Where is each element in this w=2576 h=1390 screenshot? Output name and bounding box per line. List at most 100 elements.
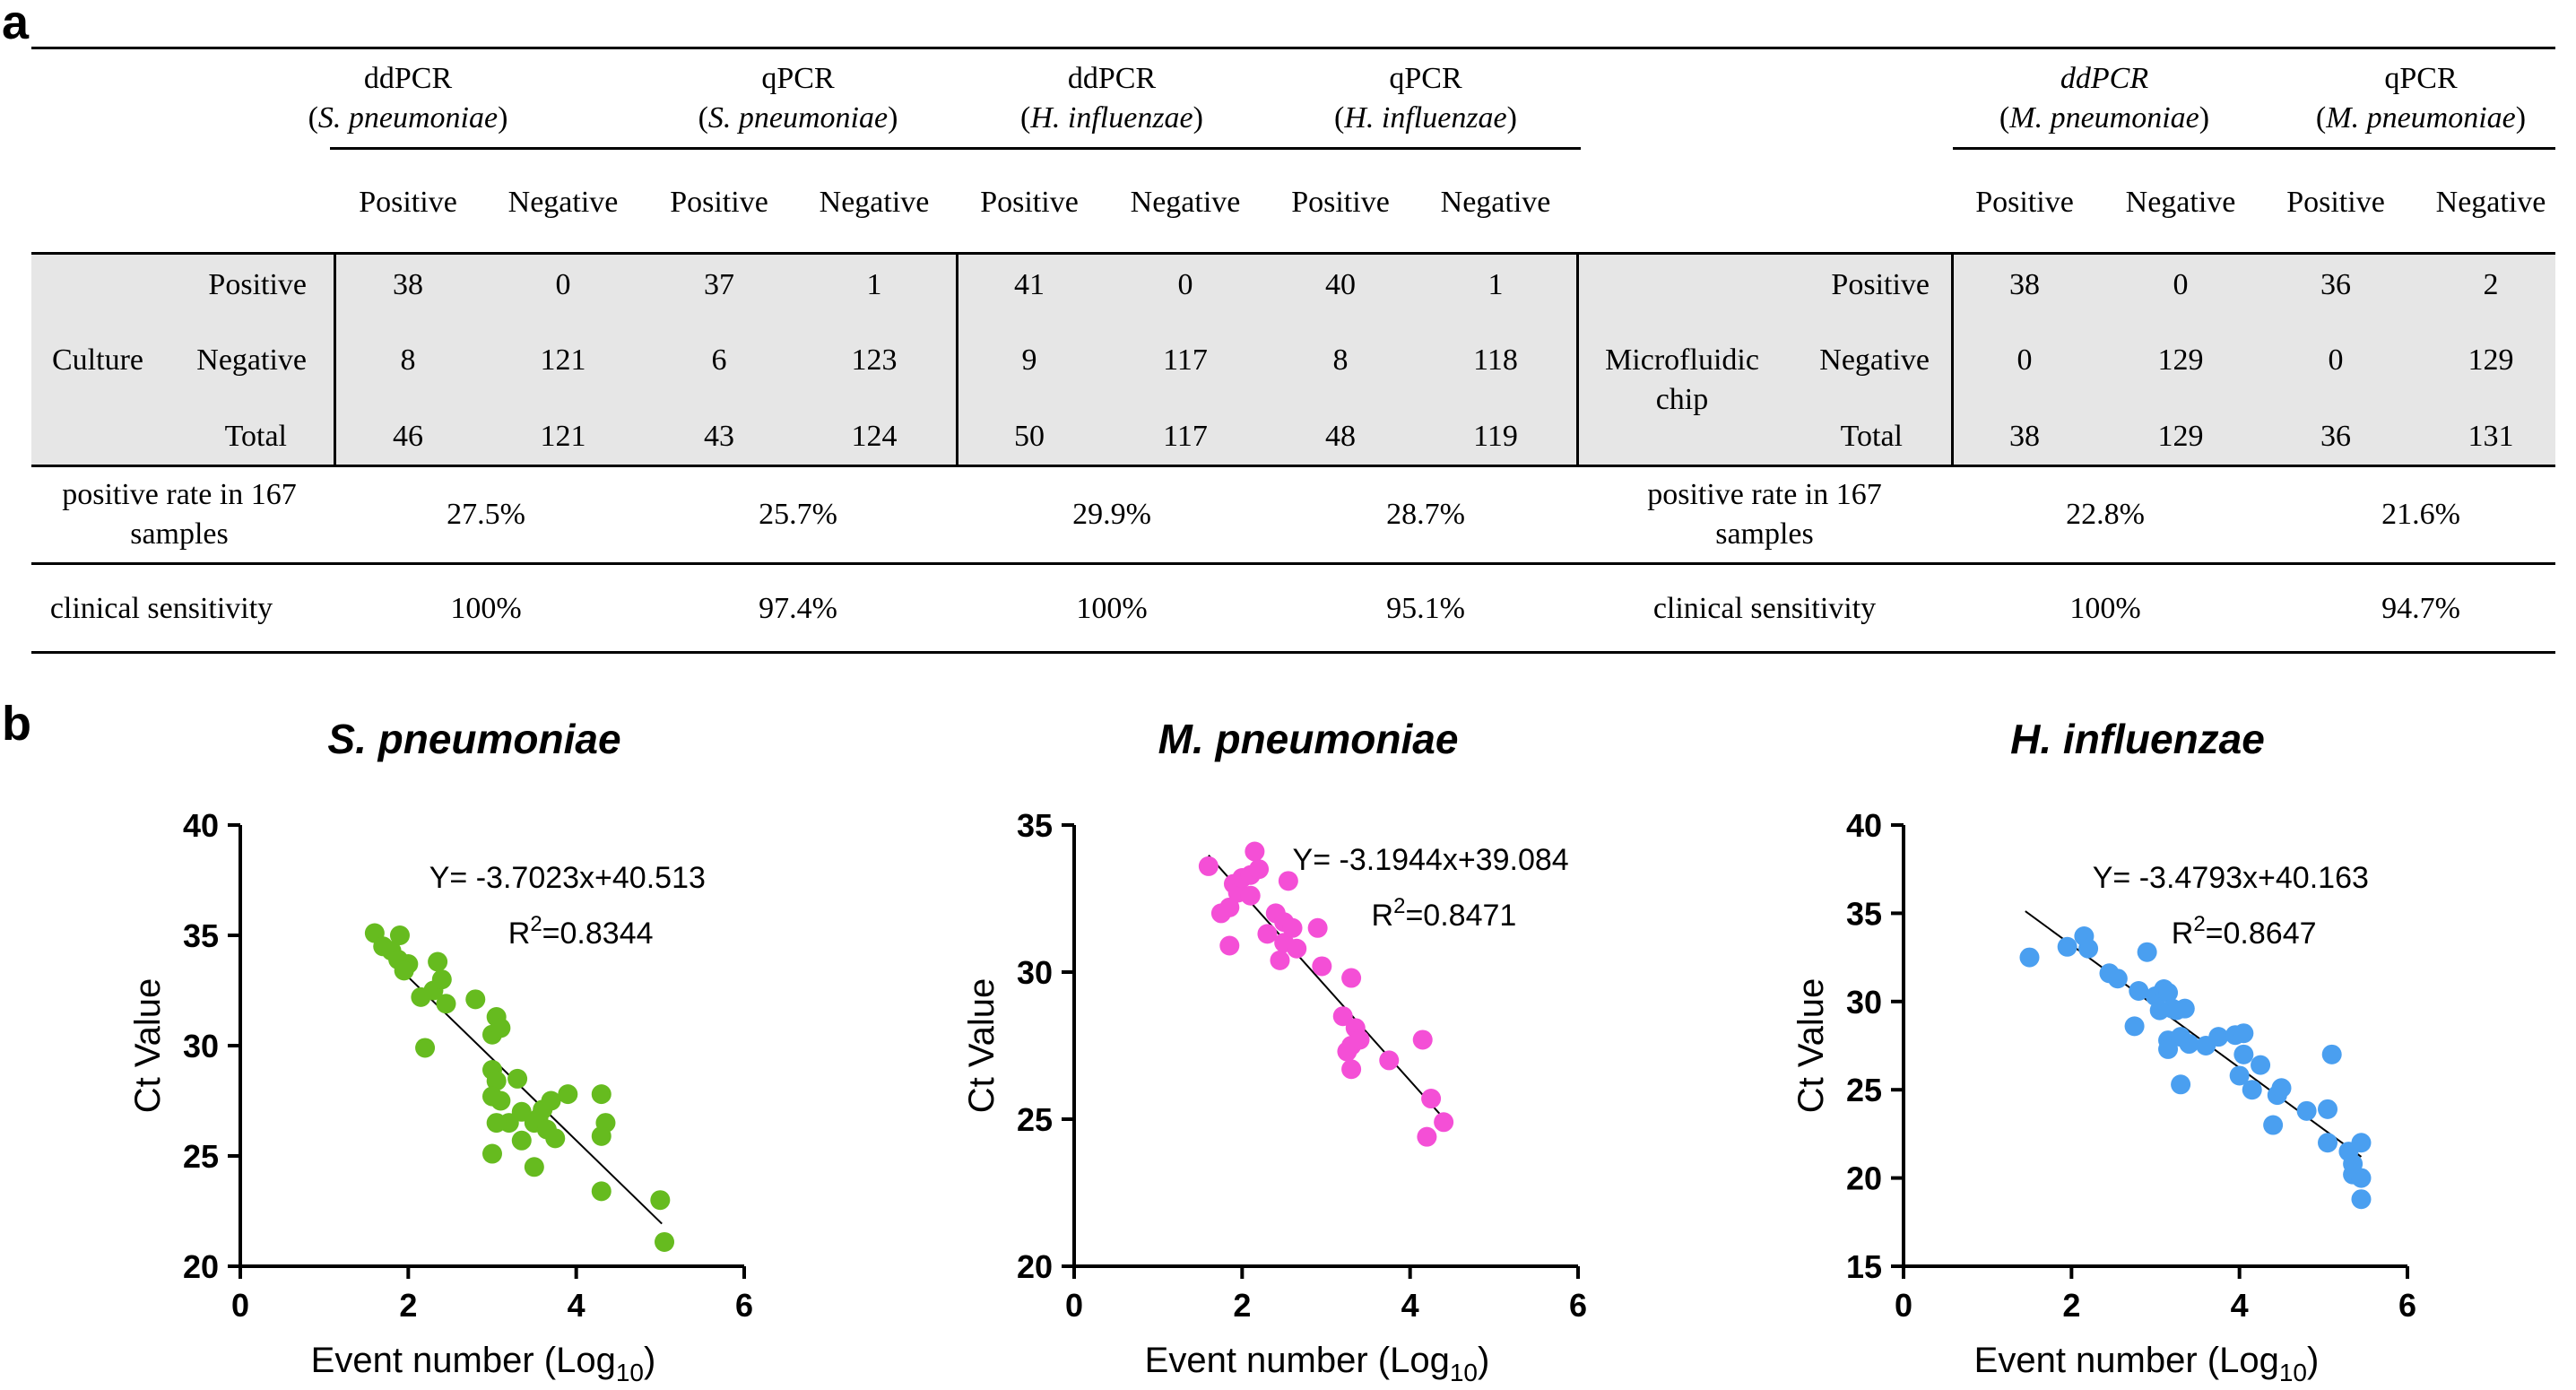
y-tick-label: 35 — [1017, 807, 1053, 844]
vrule-2 — [956, 254, 958, 465]
data-point — [2351, 1168, 2372, 1188]
data-point — [1278, 871, 1298, 891]
vrule-1 — [334, 254, 336, 465]
data-point — [1341, 1059, 1362, 1080]
data-point — [524, 1157, 544, 1177]
data-point — [1240, 885, 1261, 906]
sensitivity-value: 97.4% — [759, 592, 837, 625]
subheader: Negative — [819, 186, 930, 219]
data-point — [1417, 1126, 1437, 1147]
data-point — [431, 969, 452, 990]
data-point — [1287, 938, 1307, 959]
data-point — [2351, 1133, 2372, 1153]
data-point — [1312, 956, 1332, 977]
table-top-rule — [31, 47, 2555, 49]
group-header: qPCR (H. influenzae) — [1334, 62, 1517, 135]
data-point — [2158, 1038, 2179, 1059]
table-cell: 0 — [555, 268, 571, 301]
r-squared-value: =0.8344 — [542, 917, 654, 951]
subheader: Positive — [359, 186, 457, 219]
subheader: Negative — [2125, 186, 2236, 219]
y-tick-label: 30 — [183, 1028, 219, 1064]
vrule-4 — [1951, 254, 1954, 465]
chart-title: M. pneumoniae — [1158, 716, 1459, 762]
x-tick-label: 0 — [1065, 1287, 1083, 1324]
r-squared-prefix: R — [2172, 917, 2194, 951]
data-point — [1257, 924, 1278, 944]
subheader: Positive — [670, 186, 768, 219]
x-axis-label: Event number (Log10) — [311, 1341, 656, 1386]
positive-rate-value: 22.8% — [2066, 498, 2145, 531]
table-shade-left — [31, 254, 1578, 465]
data-point — [650, 1190, 671, 1211]
table-cell: 0 — [2173, 268, 2189, 301]
data-point — [2057, 936, 2077, 957]
rate-bottom-rule — [31, 562, 2555, 565]
x-tick-label: 4 — [2231, 1287, 2249, 1324]
data-point — [1307, 917, 1328, 938]
data-point — [2149, 1000, 2170, 1021]
data-point — [394, 960, 414, 981]
equation-label: Y= -3.1944x+39.084 — [1293, 843, 1569, 877]
data-point — [2318, 1099, 2338, 1119]
r-squared-label: R2=0.8647 — [2172, 912, 2317, 951]
y-tick-label: 20 — [1846, 1160, 1882, 1197]
table-cell: 118 — [1473, 343, 1518, 377]
r-squared-sup: 2 — [2193, 912, 2205, 936]
reference-label: Culture — [52, 343, 143, 377]
data-point — [1219, 897, 1240, 917]
group-header: ddPCR (M. pneumoniae) — [1999, 62, 2210, 135]
y-tick-label: 30 — [1017, 954, 1053, 991]
data-point — [1379, 1050, 1400, 1071]
y-tick-label: 30 — [1846, 984, 1882, 1021]
group-header: ddPCR (H. influenzae) — [1020, 62, 1203, 135]
data-point — [541, 1090, 561, 1111]
group-rule-right — [1953, 147, 2555, 150]
data-point — [2158, 982, 2179, 1003]
sensitivity-value: 100% — [2069, 592, 2141, 625]
y-tick-label: 40 — [183, 807, 219, 844]
table-cell: 9 — [1021, 343, 1037, 377]
data-point — [655, 1231, 675, 1252]
r-squared-label: R2=0.8344 — [508, 912, 654, 951]
sensitivity-label: clinical sensitivity — [49, 592, 273, 625]
row-label-positive: Positive — [208, 268, 307, 301]
chart-title: H. influenzae — [2010, 716, 2265, 762]
data-point — [482, 1086, 502, 1107]
chart-title: S. pneumoniae — [327, 716, 620, 762]
table-cell: 129 — [2468, 343, 2514, 377]
y-axis-label: Ct Value — [128, 978, 168, 1113]
table-cell: 8 — [1332, 343, 1349, 377]
data-point — [1282, 917, 1303, 938]
group-rule-left — [330, 147, 1581, 150]
data-point — [1198, 856, 1219, 876]
y-tick-label: 40 — [1846, 807, 1882, 844]
sensitivity-label-right: clinical sensitivity — [1652, 592, 1877, 625]
x-tick-label: 2 — [1233, 1287, 1251, 1324]
positive-rate-label-right: positive rate in 167 samples — [1647, 478, 1882, 551]
body-bottom-rule — [31, 465, 2555, 467]
subheader: Negative — [1130, 186, 1241, 219]
data-point — [2233, 1044, 2254, 1064]
y-tick-label: 20 — [183, 1248, 219, 1285]
data-point — [1434, 1112, 1454, 1133]
x-axis-label-sub: 10 — [1450, 1359, 1478, 1386]
x-axis-label: Event number (Log10) — [1974, 1341, 2320, 1386]
scatter-chart-m-pneumoniae: M. pneumoniae 20 25 30 35 0 2 4 6 Ct Value Event n… — [962, 716, 1587, 1386]
positive-rate-value: 28.7% — [1386, 498, 1465, 531]
x-axis-label: Event number (Log10) — [1145, 1341, 1490, 1386]
table-cell: 2 — [2483, 268, 2499, 301]
row-label-positive: Positive — [1831, 268, 1930, 301]
scatter-chart-h-influenzae: H. influenzae 15 20 25 30 35 40 0 2 4 6 Ct Value Eve… — [1791, 716, 2416, 1386]
row-label-negative: Negative — [196, 343, 307, 377]
data-point — [2263, 1115, 2284, 1135]
data-point — [2229, 1065, 2250, 1086]
row-label-total: Total — [1840, 420, 1903, 453]
table-cell: 129 — [2157, 343, 2204, 377]
y-tick-label: 35 — [183, 917, 219, 954]
table-cell: 1 — [866, 268, 882, 301]
data-point — [591, 1181, 611, 1202]
data-point — [1412, 1029, 1433, 1050]
data-point — [2271, 1078, 2292, 1099]
x-axis-label-main: Event number (Log — [1145, 1341, 1450, 1380]
